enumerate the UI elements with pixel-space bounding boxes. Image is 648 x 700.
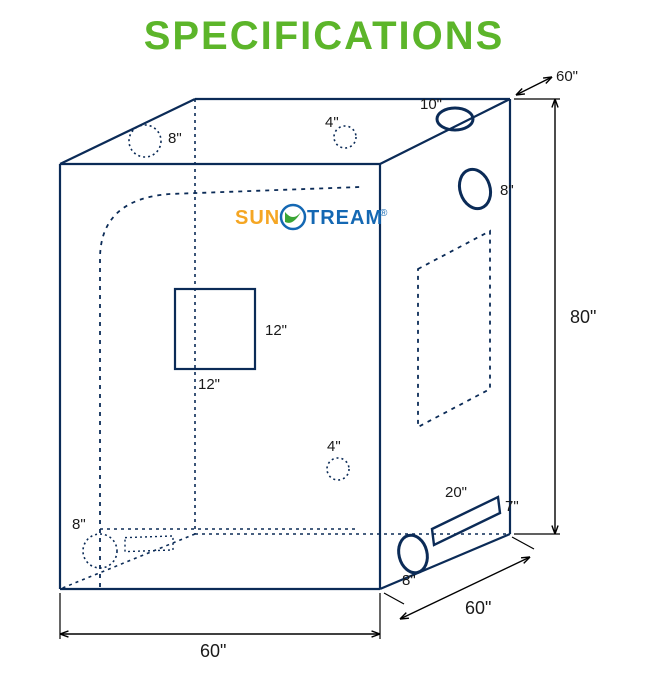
side-top-port-label: 8" xyxy=(500,182,514,199)
page-title: SPECIFICATIONS xyxy=(0,0,648,59)
dim-width-side: 60" xyxy=(465,598,491,618)
logo-stream-text: TREAM xyxy=(307,207,383,229)
side-rect-w-label: 20" xyxy=(445,484,467,501)
dim-depth-top: 60" xyxy=(556,68,578,85)
top-mid-port-label: 4" xyxy=(325,114,339,131)
window-h-label: 12" xyxy=(265,322,287,339)
dim-height: 80" xyxy=(570,307,596,327)
bot-left-port-label: 8" xyxy=(72,516,86,533)
logo-sun-text: SUN xyxy=(235,207,280,229)
dim-width-front: 60" xyxy=(200,641,226,661)
top-right-port-label: 10" xyxy=(420,96,442,113)
front-low-port-label: 4" xyxy=(327,438,341,455)
spec-diagram: 12" 12" 8" 4" 4" 8" 10" 8" 8" 20" 7" 60" 60" 80" 60" SU… xyxy=(0,59,648,699)
side-rect-h-label: 7" xyxy=(505,498,519,515)
svg-text:®: ® xyxy=(380,208,388,219)
top-left-port-label: 8" xyxy=(168,130,182,147)
window-w-label: 12" xyxy=(198,376,220,393)
side-bot-oval-label: 8" xyxy=(402,572,416,589)
